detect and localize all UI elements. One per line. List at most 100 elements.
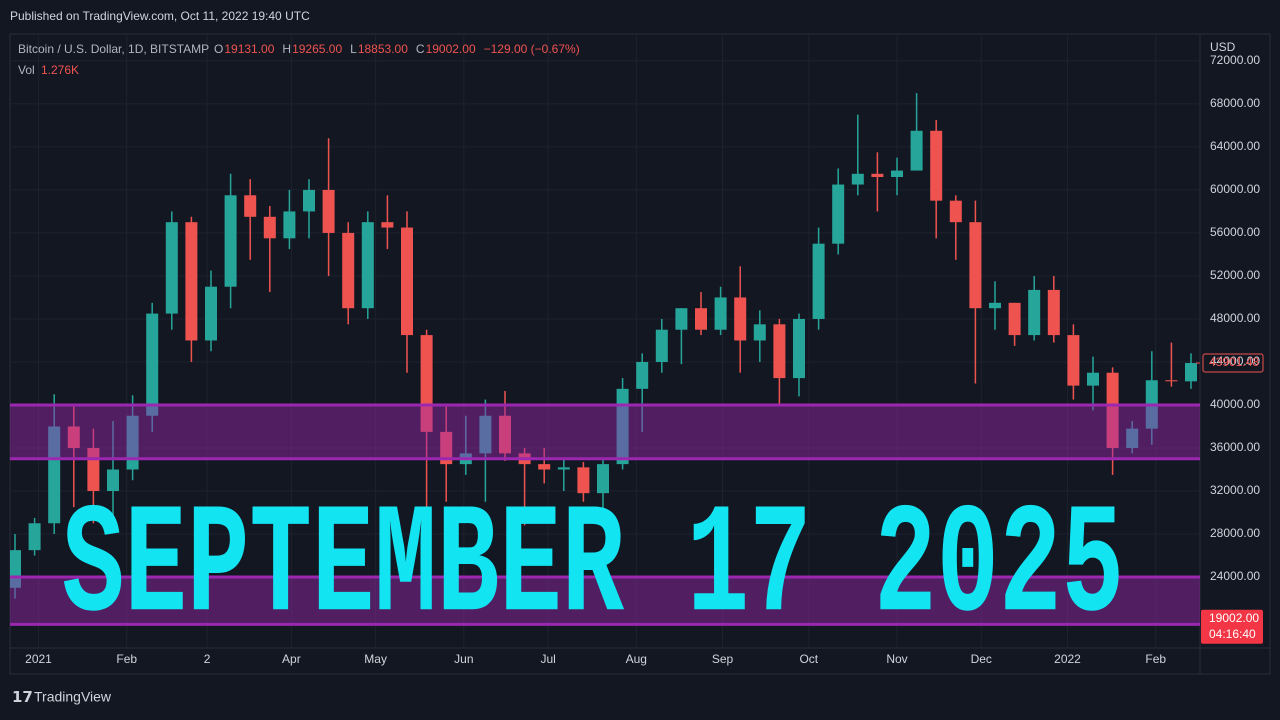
candle-body <box>734 297 747 341</box>
candle-body <box>675 308 688 330</box>
y-tick-label: 52000.00 <box>1210 268 1260 282</box>
y-tick-label: 64000.00 <box>1210 139 1260 153</box>
candle-body <box>616 388 629 465</box>
x-tick-label: Jul <box>540 652 555 666</box>
x-tick-label: 2021 <box>25 652 52 666</box>
candle-body <box>753 324 766 341</box>
candle-body <box>126 415 139 470</box>
candle-body <box>871 173 884 178</box>
legend-key: O <box>214 42 223 56</box>
candle-body <box>1087 372 1099 386</box>
candle-body <box>1067 335 1080 386</box>
candle-body <box>67 426 80 448</box>
legend-value: 19131.00 <box>224 42 274 56</box>
candle-body <box>1106 372 1119 448</box>
x-tick-label: Nov <box>886 652 907 666</box>
candle-body <box>910 130 923 171</box>
candle-body <box>851 173 864 185</box>
candle-body <box>440 431 453 465</box>
legend-value: 18853.00 <box>358 42 408 56</box>
x-tick-label: 2 <box>204 652 211 666</box>
currency: USD <box>1210 40 1236 54</box>
last-price-box <box>1202 353 1264 373</box>
zone <box>10 404 1200 459</box>
y-tick-label: 32000.00 <box>1210 483 1260 497</box>
y-tick-label: 60000.00 <box>1210 182 1260 196</box>
candle-body <box>714 297 727 330</box>
legend-value: 19002.00 <box>426 42 476 56</box>
price-marker-label: 19002.00 <box>1209 611 1259 625</box>
x-tick-label: Apr <box>282 652 301 666</box>
x-tick-label: Aug <box>626 652 647 666</box>
symbol: Bitcoin / U.S. Dollar, 1D, BITSTAMP <box>18 42 209 56</box>
candle-body <box>224 195 237 287</box>
ohlc-legend: O 19131.00 H 19265.00 L 18853.00 C 19002.00 −129… <box>214 42 580 56</box>
candle-body <box>949 200 962 223</box>
candle-body <box>361 222 374 309</box>
x-tick-label: 2022 <box>1054 652 1081 666</box>
candle-body <box>244 195 257 217</box>
candle-body <box>1008 302 1021 336</box>
candle-body <box>577 467 590 494</box>
candle-body <box>773 324 786 379</box>
x-tick-label: May <box>364 652 387 666</box>
y-tick-label: 68000.00 <box>1210 96 1260 110</box>
frame <box>9 33 1271 675</box>
last-price-label: 43901.48 <box>1209 355 1259 369</box>
candle-body <box>322 189 335 233</box>
overlay-text: SEPTEMBER 17 2025 <box>62 480 1124 657</box>
candle-body <box>10 550 21 588</box>
legend-change: −129.00 (−0.67%) <box>484 42 580 56</box>
countdown: 04:16:40 <box>1209 627 1256 641</box>
candle-body <box>597 464 609 494</box>
candle-body <box>1047 289 1060 336</box>
x-tick-label: Feb <box>1145 652 1166 666</box>
brand: 𝟭𝟳 TradingView <box>12 689 112 706</box>
candle-body <box>342 232 355 309</box>
candle-body <box>146 313 159 416</box>
candle-body <box>48 426 61 524</box>
candle-body <box>1028 289 1041 336</box>
candle-body <box>930 130 943 201</box>
y-tick-label: 24000.00 <box>1210 569 1260 583</box>
candle-body <box>381 222 394 228</box>
brand-name: TradingView <box>34 689 112 705</box>
candle-body <box>185 222 198 341</box>
axes: 24000.00 28000.00 32000.00 36000.00 40000.00… <box>25 53 1264 666</box>
candle-body <box>812 243 825 319</box>
y-tick-label: 28000.00 <box>1210 526 1260 540</box>
legend-key: H <box>282 42 291 56</box>
candle-body <box>420 335 433 432</box>
y-tick-label: 40000.00 <box>1210 397 1260 411</box>
x-tick-label: Feb <box>116 652 137 666</box>
candle-body <box>479 415 492 454</box>
published-note: Published on TradingView.com, Oct 11, 20… <box>10 9 310 23</box>
plot <box>10 93 1200 626</box>
candle-body <box>107 469 119 492</box>
candle-body <box>263 216 276 239</box>
candle-body <box>891 170 903 178</box>
legend-key: C <box>416 42 425 56</box>
candle-body <box>1126 428 1139 448</box>
candle-body <box>401 227 413 336</box>
candle-body <box>1185 363 1197 382</box>
candle-body <box>303 189 315 212</box>
candle-body <box>557 467 570 470</box>
zone <box>10 577 1200 625</box>
candle-body <box>205 286 217 341</box>
candle-body <box>832 184 845 244</box>
candle-body <box>1165 380 1178 382</box>
legend-value: 19265.00 <box>292 42 342 56</box>
y-tick-label: 44000.00 <box>1210 354 1260 368</box>
candle-body <box>636 361 649 389</box>
y-tick-label: 36000.00 <box>1210 440 1260 454</box>
candle-body <box>28 523 41 551</box>
candle-body <box>969 222 982 309</box>
price-marker-box <box>1201 609 1263 644</box>
logo: 𝟭𝟳 <box>12 689 33 706</box>
candle-body <box>538 464 551 470</box>
candle-body <box>695 308 707 330</box>
